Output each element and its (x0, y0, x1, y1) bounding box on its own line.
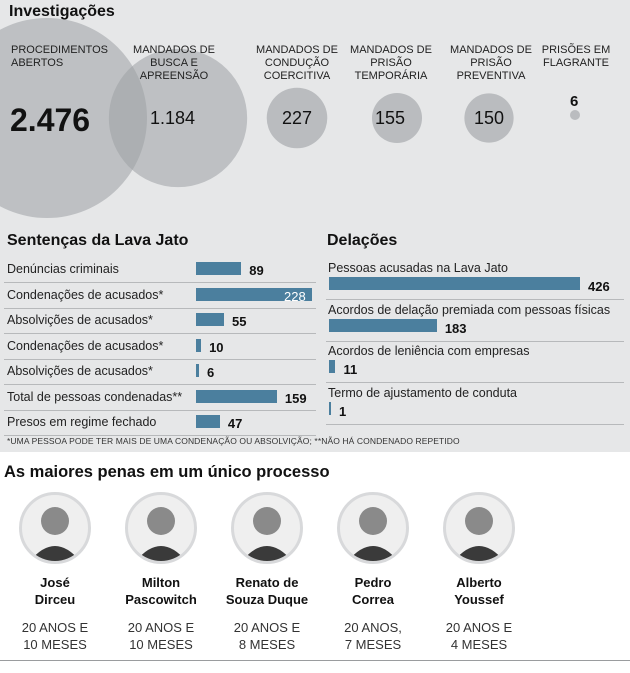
delacoes-title: Delações (327, 232, 398, 249)
person-sentence: 20 ANOS E (445, 620, 513, 635)
row-divider (326, 423, 624, 425)
row-divider (4, 307, 316, 309)
sentencas-row-label: Presos em regime fechado (7, 415, 157, 429)
sentencas-value-label: 228 (284, 288, 306, 304)
person-name: Alberto (456, 575, 502, 590)
person-card: Milton Pascowitch 20 ANOS E 10 MESES (106, 492, 216, 653)
sentencas-row-label: Total de pessoas condenadas** (7, 389, 183, 404)
sentencas-bar (196, 364, 200, 377)
person-card: Renato de Souza Duque 20 ANOS E 8 MESES (212, 492, 322, 653)
person-sentence: 20 ANOS E (233, 620, 301, 635)
bubble-label-procedimentos: PROCEDIMENTOS ABERTOS (11, 44, 108, 69)
sentencas-value-label: 55 (231, 314, 247, 329)
bubble-busca (108, 48, 248, 188)
sentencas-bar (196, 287, 312, 301)
sentencas-title: Sentenças da Lava Jato (7, 232, 189, 249)
sentencas-bar (196, 415, 220, 428)
sentencas-value-label: 10 (209, 339, 224, 355)
delacoes-value-label: 426 (588, 279, 610, 294)
person-name: José (40, 575, 70, 590)
delacoes-row-label: Acordos de leniência com empresas (328, 344, 530, 358)
portrait-avatar (19, 492, 91, 564)
bubble-label-temporaria: MANDADOS DE PRISÃO TEMPORÁRIA (350, 44, 432, 82)
person-name: Correa (352, 592, 394, 607)
sentencas-bar (196, 313, 224, 326)
row-divider (326, 340, 624, 342)
bubble-value-preventiva: 150 (474, 108, 505, 128)
bubble-procedimentos (0, 18, 147, 218)
bubble-conducao (266, 87, 328, 149)
person-name: Souza Duque (225, 592, 309, 607)
bubble-value-procedimentos: 2.476 (10, 102, 91, 138)
delacoes-row-label: Acordos de delação premiada com pessoas … (328, 302, 611, 317)
delacoes-bar (329, 401, 331, 415)
person-card: José Dirceu 20 ANOS E 10 MESES (0, 492, 110, 653)
bubble-value-flagrante: 6 (570, 93, 579, 110)
bubble-label-flagrante: PRISÕES EM FLAGRANTE (541, 44, 611, 69)
bubble-label-conducao: MANDADOS DE CONDUÇÃO COERCITIVA (256, 44, 338, 82)
penas-title: As maiores penas em um único processo (4, 463, 330, 481)
person-sentence: 10 MESES (129, 637, 193, 652)
delacoes-value-label: 11 (343, 362, 358, 377)
sentencas-row-label: Absolvições de acusados* (7, 313, 153, 327)
person-card: Alberto Youssef 20 ANOS E 4 MESES (424, 492, 534, 653)
bubble-label-busca: MANDADOS DE BUSCA E APREENSÃO (133, 44, 215, 82)
portrait-avatar (231, 492, 303, 564)
sentencas-row-label: Absolvições de acusados* (7, 364, 153, 378)
delacoes-bar (329, 277, 580, 290)
sentencas-bar (196, 262, 242, 275)
person-sentence: 10 MESES (23, 637, 87, 652)
person-sentence: 20 ANOS E (127, 620, 195, 635)
person-card: Pedro Correa 20 ANOS, 7 MESES (318, 492, 428, 653)
person-sentence: 7 MESES (344, 637, 402, 652)
bubble-label-preventiva: MANDADOS DE PRISÃO PREVENTIVA (450, 44, 532, 82)
bubble-chart (0, 18, 580, 218)
portrait-avatar (125, 492, 197, 564)
sentencas-value-label: 6 (207, 365, 215, 380)
delacoes-value-label: 1 (339, 403, 347, 419)
row-divider (4, 282, 316, 283)
sentencas-value-label: 159 (284, 390, 307, 406)
sentencas-bar (196, 389, 277, 403)
row-divider (4, 409, 316, 411)
delacoes-row-label: Pessoas acusadas na Lava Jato (328, 261, 508, 275)
person-name: Renato de (235, 575, 299, 590)
delacoes-value-label: 183 (444, 320, 467, 336)
row-divider (4, 384, 316, 385)
investigacoes-title: Investigações (9, 3, 115, 20)
sentencas-bar (196, 338, 202, 352)
footnote: *UMA PESSOA PODE TER MAIS DE UMA CONDENA… (7, 436, 460, 446)
bubble-flagrante (570, 110, 580, 120)
person-sentence: 8 MESES (238, 637, 296, 652)
sentencas-value-label: 47 (227, 416, 243, 431)
sentencas-row-label: Condenações de acusados* (7, 338, 164, 353)
bubble-value-busca: 1.184 (150, 108, 196, 128)
bubble-preventiva (464, 93, 514, 143)
row-divider (326, 299, 624, 300)
delacoes-bar (329, 318, 437, 332)
row-divider (326, 382, 624, 383)
sentencas-row-label: Denúncias criminais (7, 262, 119, 276)
footer-divider (0, 660, 630, 661)
row-divider (4, 358, 316, 360)
person-name: Pedro (354, 575, 392, 590)
delacoes-bar (329, 360, 336, 373)
person-name: Milton (141, 575, 181, 590)
bubble-value-conducao: 227 (282, 108, 313, 128)
person-name: Youssef (454, 592, 504, 607)
sentencas-value-label: 89 (249, 263, 264, 278)
sentencas-row-label: Condenações de acusados* (7, 287, 164, 302)
person-name: Dirceu (34, 592, 76, 607)
bubble-temporaria (371, 92, 423, 144)
row-divider (4, 333, 316, 334)
delacoes-row-label: Termo de ajustamento de conduta (328, 385, 518, 400)
person-name: Pascowitch (125, 592, 197, 607)
row-divider (4, 435, 316, 436)
portrait-avatar (443, 492, 515, 564)
person-sentence: 4 MESES (450, 637, 508, 652)
person-sentence: 20 ANOS, (344, 620, 402, 635)
person-sentence: 20 ANOS E (21, 620, 89, 635)
portrait-avatar (337, 492, 409, 564)
bubble-value-temporaria: 155 (375, 108, 406, 128)
